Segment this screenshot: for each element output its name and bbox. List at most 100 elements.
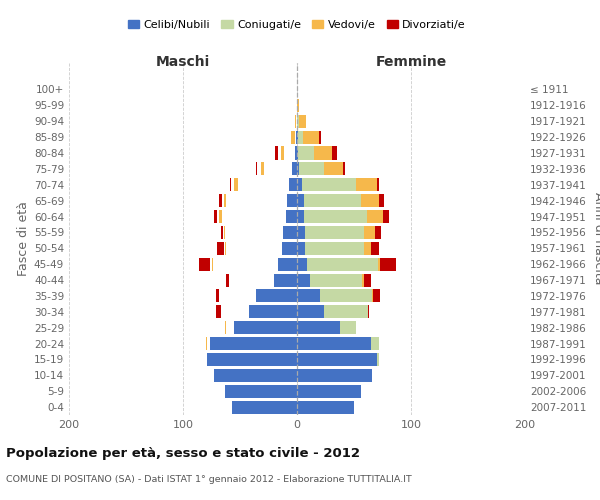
Bar	[282, 242, 297, 255]
Bar	[380, 258, 396, 270]
Bar	[289, 178, 344, 192]
Bar	[221, 226, 223, 239]
Bar	[320, 290, 372, 302]
Bar	[225, 242, 226, 255]
Text: Maschi: Maschi	[156, 55, 210, 69]
Bar	[234, 178, 238, 192]
Bar	[374, 226, 382, 239]
Bar	[232, 400, 297, 413]
Bar	[297, 321, 340, 334]
Bar	[364, 274, 371, 286]
Bar	[297, 99, 299, 112]
Bar	[207, 353, 297, 366]
Bar	[373, 290, 380, 302]
Bar	[297, 369, 372, 382]
Bar	[298, 130, 303, 143]
Bar	[278, 258, 344, 270]
Bar	[256, 290, 297, 302]
Bar	[283, 226, 297, 239]
Bar	[299, 162, 325, 175]
Bar	[377, 353, 379, 366]
Bar	[297, 130, 298, 143]
Bar	[206, 337, 207, 350]
Bar	[225, 321, 226, 334]
Bar	[297, 226, 305, 239]
Bar	[325, 306, 368, 318]
Bar	[282, 242, 339, 255]
Bar	[297, 400, 354, 413]
Bar	[325, 162, 343, 175]
Bar	[296, 130, 301, 143]
Bar	[297, 114, 299, 128]
Bar	[292, 162, 297, 175]
Bar	[297, 274, 310, 286]
Bar	[302, 178, 356, 192]
Bar	[230, 178, 231, 192]
Bar	[296, 130, 297, 143]
Bar	[289, 178, 297, 192]
Bar	[371, 337, 379, 350]
Bar	[364, 226, 374, 239]
Bar	[234, 321, 297, 334]
Bar	[287, 194, 349, 207]
Bar	[304, 194, 361, 207]
Text: COMUNE DI POSITANO (SA) - Dati ISTAT 1° gennaio 2012 - Elaborazione TUTTITALIA.I: COMUNE DI POSITANO (SA) - Dati ISTAT 1° …	[6, 475, 412, 484]
Bar	[214, 369, 297, 382]
Bar	[297, 114, 299, 128]
Bar	[256, 162, 257, 175]
Bar	[286, 210, 297, 223]
Legend: Celibi/Nubili, Coniugati/e, Vedovi/e, Divorziati/e: Celibi/Nubili, Coniugati/e, Vedovi/e, Di…	[124, 15, 470, 34]
Bar	[378, 258, 380, 270]
Bar	[211, 337, 215, 350]
Bar	[319, 130, 321, 143]
Bar	[297, 162, 299, 175]
Bar	[340, 321, 356, 334]
Bar	[297, 306, 325, 318]
Bar	[297, 194, 304, 207]
Bar	[367, 210, 383, 223]
Bar	[377, 178, 379, 192]
Bar	[361, 194, 379, 207]
Bar	[224, 194, 226, 207]
Bar	[249, 306, 297, 318]
Bar	[220, 194, 222, 207]
Bar	[278, 258, 297, 270]
Bar	[379, 194, 383, 207]
Bar	[211, 337, 297, 350]
Bar	[383, 210, 389, 223]
Y-axis label: Anni di nascita: Anni di nascita	[592, 192, 600, 285]
Bar	[332, 146, 337, 160]
Bar	[292, 162, 325, 175]
Bar	[234, 321, 244, 334]
Bar	[305, 226, 364, 239]
Bar	[310, 274, 362, 286]
Bar	[217, 242, 224, 255]
Bar	[297, 353, 377, 366]
Bar	[343, 162, 345, 175]
Bar	[286, 210, 352, 223]
Bar	[297, 337, 371, 350]
Bar	[297, 146, 298, 160]
Bar	[292, 130, 295, 143]
Bar	[304, 210, 367, 223]
Bar	[297, 178, 302, 192]
Bar	[371, 242, 379, 255]
Bar	[364, 242, 371, 255]
Bar	[297, 210, 304, 223]
Bar	[199, 258, 211, 270]
Bar	[362, 274, 364, 286]
Bar	[220, 210, 222, 223]
Bar	[260, 162, 264, 175]
Bar	[297, 258, 307, 270]
Bar	[368, 306, 369, 318]
Bar	[226, 274, 229, 286]
Bar	[295, 146, 297, 160]
Bar	[314, 146, 332, 160]
Bar	[256, 290, 292, 302]
Bar	[372, 290, 373, 302]
Bar	[303, 130, 319, 143]
Text: Popolazione per età, sesso e stato civile - 2012: Popolazione per età, sesso e stato civil…	[6, 448, 360, 460]
Bar	[274, 274, 297, 286]
Bar	[356, 178, 377, 192]
Bar	[298, 146, 314, 160]
